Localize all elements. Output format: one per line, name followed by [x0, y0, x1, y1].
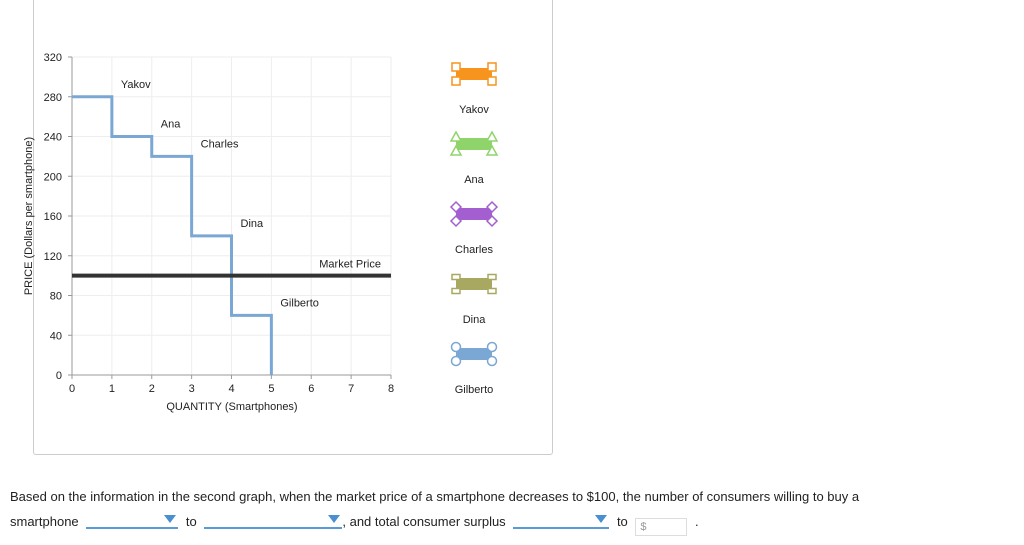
graph-panel: 0 1 2 3 4 5 6 7 8 0 40 80 120 160 200 240 280 320 Yakov Ana…	[23, 0, 553, 455]
y-tick-label: 160	[44, 211, 62, 223]
step-label-gilberto: Gilberto	[280, 297, 319, 309]
y-tick-label: 40	[50, 330, 62, 342]
question-part-1: smartphone	[10, 514, 79, 529]
chevron-down-icon	[595, 515, 608, 523]
legend-swatch-yakov	[456, 68, 492, 80]
square-marker-icon	[487, 62, 497, 72]
x-tick-label: 8	[388, 383, 394, 395]
step-label-dina: Dina	[241, 218, 265, 230]
surplus-amount-input[interactable]: $	[635, 518, 688, 536]
legend-swatch-dina	[456, 278, 492, 290]
legend-label: Yakov	[459, 104, 489, 116]
circle-marker-icon	[450, 341, 462, 353]
legend-swatch-ana	[456, 138, 492, 150]
dash-marker-icon	[451, 287, 461, 295]
surplus-change-dropdown[interactable]	[513, 511, 610, 529]
step-label-charles: Charles	[201, 138, 239, 150]
diamond-marker-icon	[485, 200, 499, 214]
triangle-marker-icon	[485, 130, 499, 142]
square-marker-icon	[487, 76, 497, 86]
diamond-marker-icon	[449, 200, 463, 214]
question-line-1: Based on the information in the second g…	[10, 489, 860, 504]
quantity-from-dropdown[interactable]	[86, 511, 179, 529]
y-tick-label: 80	[50, 291, 62, 303]
x-tick-label: 6	[308, 383, 314, 395]
y-tick-label: 320	[44, 52, 62, 64]
period: .	[695, 514, 699, 529]
legend-swatch-charles	[456, 208, 492, 220]
x-axis-label: QUANTITY (Smartphones)	[166, 401, 297, 413]
circle-marker-icon	[450, 355, 462, 367]
y-tick-label: 200	[44, 171, 62, 183]
legend-label: Dina	[463, 314, 487, 326]
square-marker-icon	[451, 62, 461, 72]
diamond-marker-icon	[449, 214, 463, 228]
y-tick-label: 240	[44, 132, 62, 144]
demand-chart: 0 1 2 3 4 5 6 7 804080120160200240280320YakovAna…	[23, 52, 499, 413]
x-tick-label: 1	[109, 383, 115, 395]
circle-marker-icon	[486, 341, 498, 353]
step-label-yakov: Yakov	[121, 79, 151, 91]
legend-label: Gilberto	[455, 384, 494, 396]
square-marker-icon	[451, 76, 461, 86]
dash-marker-icon	[487, 273, 497, 281]
y-tick-label: 120	[44, 251, 62, 263]
triangle-marker-icon	[449, 130, 463, 142]
y-tick-label: 280	[44, 92, 62, 104]
to-label-2: to	[616, 514, 628, 529]
y-axis-label: PRICE (Dollars per smartphone)	[23, 137, 35, 295]
chevron-down-icon	[164, 515, 177, 523]
x-tick-label: 2	[149, 383, 155, 395]
step-label-ana: Ana	[161, 119, 181, 131]
chevron-down-icon	[328, 515, 341, 523]
legend-label: Charles	[455, 244, 493, 256]
question-part-2: , and total consumer surplus	[342, 514, 506, 529]
demand-curve	[72, 95, 273, 375]
legend-swatch-gilberto	[456, 348, 492, 360]
y-tick-label: 0	[56, 370, 62, 382]
x-tick-label: 0	[69, 383, 75, 395]
x-tick-label: 3	[189, 383, 195, 395]
question-text: Based on the information in the second g…	[10, 484, 1010, 536]
triangle-marker-icon	[485, 144, 499, 156]
market-price-label: Market Price	[319, 259, 381, 271]
triangle-marker-icon	[449, 144, 463, 156]
x-tick-label: 7	[348, 383, 354, 395]
legend-label: Ana	[464, 174, 484, 186]
quantity-to-dropdown[interactable]	[204, 511, 343, 529]
circle-marker-icon	[486, 355, 498, 367]
x-tick-label: 5	[268, 383, 274, 395]
dash-marker-icon	[451, 273, 461, 281]
dash-marker-icon	[487, 287, 497, 295]
to-label-1: to	[185, 514, 197, 529]
diamond-marker-icon	[485, 214, 499, 228]
x-tick-label: 4	[228, 383, 234, 395]
